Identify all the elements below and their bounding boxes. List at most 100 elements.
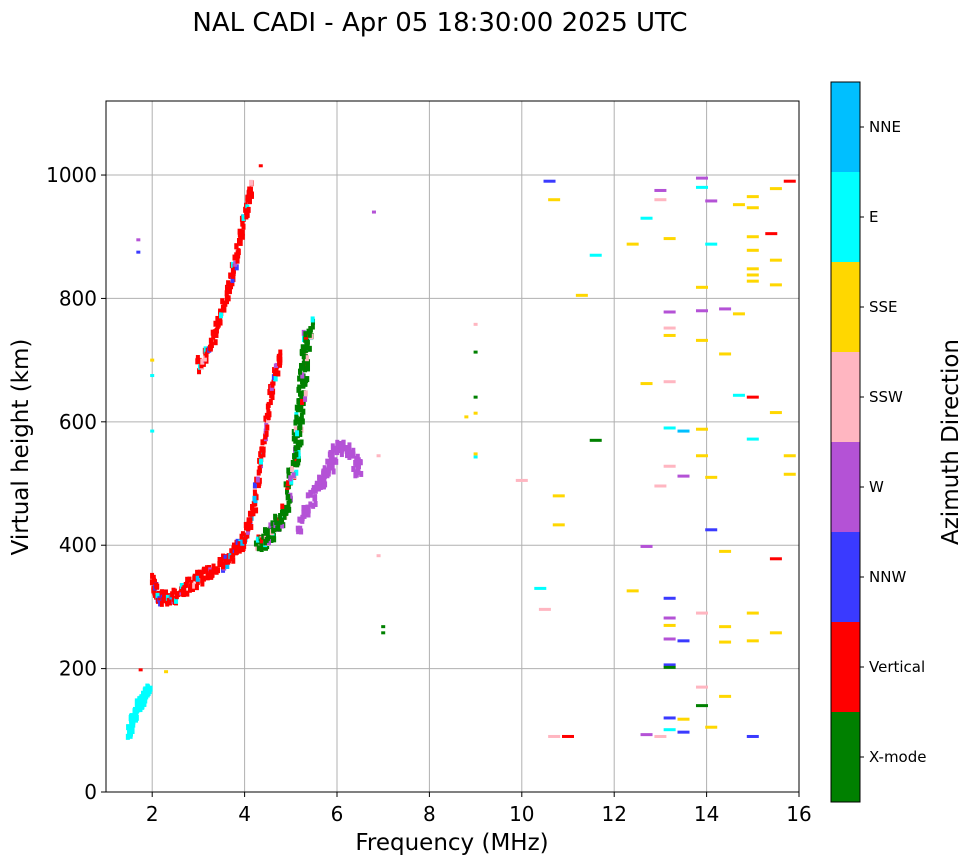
trace-point [280, 509, 285, 516]
trace-point [323, 471, 328, 478]
trace-point [295, 439, 300, 446]
echo-point [534, 586, 547, 590]
colorbar-tick-label: NNE [869, 118, 901, 136]
echo-point [376, 454, 381, 458]
trace-point [159, 600, 164, 607]
trace-point [345, 452, 350, 459]
trace-point [195, 575, 200, 582]
echo-point [732, 393, 745, 397]
trace-point [296, 449, 301, 456]
trace-point [151, 577, 156, 584]
trace-point [294, 404, 299, 411]
trace-point [175, 591, 180, 598]
echo-point [654, 188, 667, 192]
echo-point [695, 176, 708, 180]
trace-point [189, 579, 194, 586]
trace-point [209, 342, 214, 349]
echo-point [654, 734, 667, 738]
trace-point [274, 367, 279, 374]
echo-point [150, 374, 155, 378]
echo-point [783, 472, 796, 476]
trace-point [280, 503, 285, 510]
trace-point [322, 465, 327, 472]
echo-point [150, 429, 155, 433]
trace-point [242, 538, 247, 545]
echo-point [376, 554, 381, 558]
trace-point [294, 414, 299, 421]
colorbar-tick-label: E [869, 208, 878, 226]
trace-point [254, 507, 259, 514]
y-tick-label: 200 [59, 657, 97, 681]
trace-point [237, 541, 242, 548]
trace-point [319, 475, 324, 482]
colorbar-frame [830, 81, 861, 803]
echo-point [562, 734, 574, 738]
trace-point [249, 192, 254, 199]
echo-point [746, 395, 759, 399]
trace-point [252, 485, 257, 492]
echo-point [640, 544, 653, 548]
trace-point [326, 470, 331, 477]
trace-point [274, 519, 279, 526]
echo-point [473, 411, 478, 415]
trace-point [294, 469, 299, 476]
trace-point [139, 694, 144, 701]
trace-point [269, 384, 274, 391]
trace-point [297, 401, 302, 408]
echo-point [663, 637, 676, 641]
trace-point [145, 683, 150, 690]
trace-point [299, 406, 304, 413]
trace-point [295, 430, 300, 437]
trace-point [299, 439, 304, 446]
trace-point [226, 558, 231, 565]
trace-point [301, 390, 306, 397]
colorbar-tick-label: X-mode [869, 748, 926, 766]
trace-point [127, 730, 132, 737]
axis-ticks: 2 4 6 8 10 12 14 16 0 200 400 600 800 1000 [46, 163, 812, 826]
echo-point [769, 258, 782, 262]
trace-point [285, 488, 290, 495]
echo-point [663, 310, 676, 314]
echo-point [769, 631, 782, 635]
trace-point [252, 495, 257, 502]
trace-point [290, 466, 295, 473]
trace-point [303, 380, 308, 387]
trace-point [270, 520, 275, 527]
trace-point [195, 569, 200, 576]
x-tick-label: 16 [786, 802, 811, 826]
echo-point [719, 625, 732, 629]
trace-point [305, 376, 310, 383]
echo-point [769, 187, 782, 191]
echo-point [626, 242, 639, 246]
trace-point [199, 362, 204, 369]
trace-point [168, 599, 173, 606]
trace-point [213, 339, 218, 346]
trace-point [348, 451, 353, 458]
colorbar-tick-label: W [869, 478, 884, 496]
trace-point [134, 714, 139, 721]
trace-point [170, 591, 175, 598]
trace-point [220, 298, 225, 305]
trace-point [243, 206, 248, 213]
echo-point [769, 283, 782, 287]
trace-point [286, 467, 291, 474]
trace-point [333, 445, 338, 452]
trace-point [293, 426, 298, 433]
echo-point [663, 237, 676, 241]
trace-point [179, 582, 184, 589]
trace-point [347, 442, 352, 449]
colorbar-tick-label: SSW [869, 388, 903, 406]
trace-point [298, 424, 303, 431]
x-tick-label: 8 [423, 802, 436, 826]
trace-point [285, 506, 290, 513]
trace-point [249, 179, 254, 186]
colorbar-segment [831, 352, 860, 442]
trace-point [249, 523, 254, 530]
trace-point [223, 558, 228, 565]
colorbar-label: Azimuth Direction [938, 339, 964, 545]
y-tick-label: 600 [59, 410, 97, 434]
echo-point [695, 704, 708, 708]
trace-point [301, 353, 306, 360]
echo-point [746, 639, 759, 643]
trace-point [163, 589, 168, 596]
